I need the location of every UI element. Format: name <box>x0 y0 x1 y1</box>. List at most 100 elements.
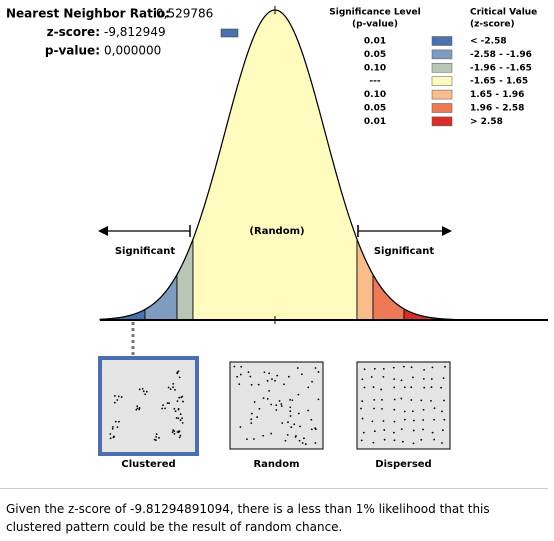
point <box>287 375 290 378</box>
point <box>275 404 278 406</box>
point <box>177 408 180 411</box>
point <box>145 390 148 393</box>
point <box>430 378 433 380</box>
point <box>361 417 364 420</box>
point <box>303 437 305 440</box>
point <box>144 393 147 396</box>
point <box>289 415 292 417</box>
point <box>373 407 375 410</box>
point <box>172 429 175 432</box>
pattern-box <box>356 361 451 450</box>
legend-z: < -2.58 <box>470 37 507 47</box>
legend-swatch <box>431 36 453 46</box>
point <box>181 417 183 420</box>
point <box>155 436 158 438</box>
point <box>291 399 294 402</box>
curve-label: Significant <box>115 246 176 257</box>
point <box>270 432 273 435</box>
point <box>393 408 396 411</box>
point <box>412 442 415 445</box>
point <box>381 407 383 410</box>
stat-value: -9,812949 <box>104 25 166 39</box>
point <box>263 371 266 374</box>
separator <box>0 488 548 489</box>
point <box>431 431 434 434</box>
point <box>422 428 424 431</box>
point <box>174 410 177 413</box>
point <box>249 375 252 378</box>
point <box>179 434 182 437</box>
point <box>300 373 303 376</box>
point <box>423 368 425 371</box>
point <box>403 418 406 421</box>
point <box>250 412 253 415</box>
point <box>433 418 435 421</box>
point <box>250 422 253 425</box>
point <box>262 397 265 400</box>
point <box>290 426 293 429</box>
legend-z: 1.65 - 1.96 <box>470 90 524 100</box>
legend-swatch <box>431 103 453 113</box>
legend-p: 0.01 <box>364 117 386 127</box>
point <box>299 425 301 428</box>
point <box>176 372 179 375</box>
point <box>372 386 375 388</box>
legend-p: 0.10 <box>364 63 386 73</box>
stat-value: 0,529786 <box>156 7 213 21</box>
point <box>413 419 415 422</box>
point <box>423 386 426 389</box>
point <box>420 399 423 402</box>
point <box>182 400 184 403</box>
point <box>382 376 385 378</box>
point <box>114 420 117 423</box>
point <box>393 378 396 381</box>
point <box>257 383 260 386</box>
stat-label: z-score: <box>47 25 100 39</box>
point <box>304 443 307 445</box>
point <box>270 403 273 406</box>
point <box>116 426 119 429</box>
point <box>440 386 443 389</box>
legend-swatch <box>431 49 453 60</box>
point <box>392 366 395 369</box>
pattern-label: Dispersed <box>375 459 431 470</box>
point <box>383 438 386 441</box>
point <box>173 430 176 433</box>
point <box>373 430 376 433</box>
point <box>162 404 164 407</box>
legend-p: 0.05 <box>364 50 386 60</box>
pattern-box <box>98 356 199 456</box>
legend-swatch <box>431 76 453 86</box>
point <box>430 399 432 402</box>
point <box>253 438 255 440</box>
point <box>402 365 405 368</box>
point <box>178 436 181 439</box>
point <box>393 398 396 401</box>
point <box>422 419 425 421</box>
point <box>118 420 120 423</box>
point <box>363 386 366 389</box>
point <box>311 380 313 383</box>
point <box>177 417 180 420</box>
point <box>363 368 366 371</box>
legend-p: 0.05 <box>364 104 386 114</box>
point <box>296 367 299 369</box>
curve-region <box>356 239 374 321</box>
point <box>400 397 403 400</box>
point <box>175 417 178 419</box>
point <box>238 383 241 386</box>
point <box>155 439 157 442</box>
point <box>111 426 114 428</box>
point <box>287 421 289 424</box>
point <box>178 376 181 379</box>
point <box>141 387 144 390</box>
point <box>120 396 123 398</box>
point <box>393 431 395 434</box>
point <box>135 408 138 411</box>
point <box>441 429 444 432</box>
point <box>167 386 170 389</box>
point <box>136 405 139 408</box>
stat-value: 0,000000 <box>104 44 161 58</box>
legend-header: (p-value) <box>352 20 398 30</box>
point <box>114 395 116 397</box>
